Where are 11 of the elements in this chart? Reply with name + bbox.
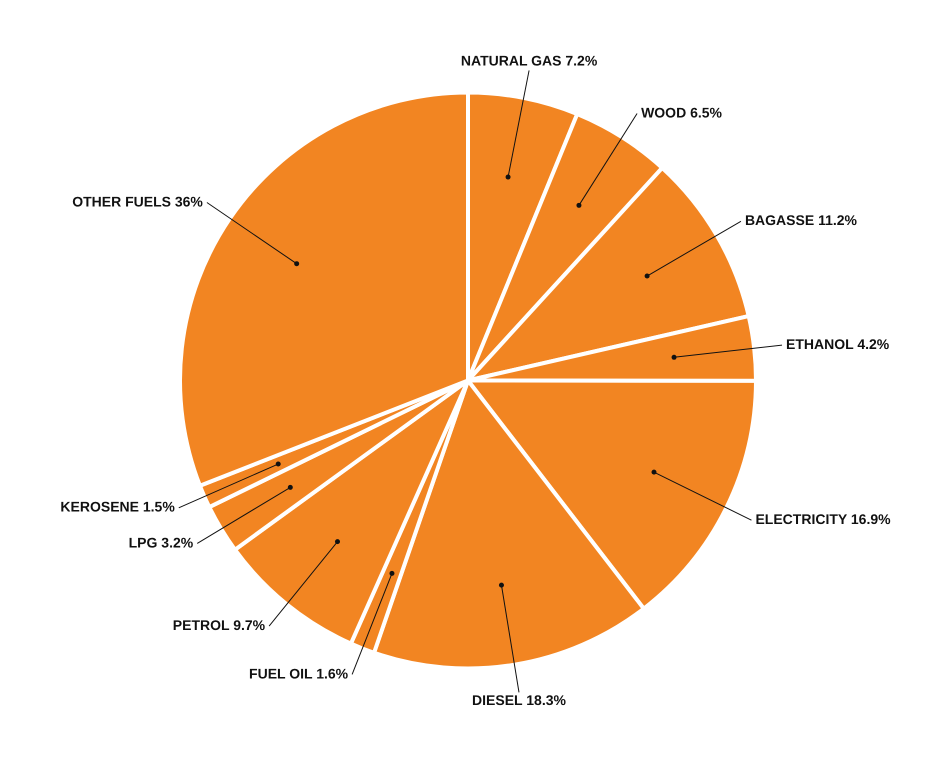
slice-label: LPG 3.2% xyxy=(128,534,194,550)
slice-label: NATURAL GAS 7.2% xyxy=(460,52,598,68)
slice-label: FUEL OIL 1.6% xyxy=(249,665,349,682)
slice-label: WOOD 6.5% xyxy=(641,104,723,120)
slice-label: ELECTRICITY 16.9% xyxy=(755,511,892,528)
slice-label: OTHER FUELS 36% xyxy=(72,193,204,210)
slice-label: ETHANOL 4.2% xyxy=(786,336,890,352)
slice-label: DIESEL 18.3% xyxy=(472,692,566,708)
slice-label: BAGASSE 11.2% xyxy=(744,212,858,228)
slice-label: KEROSENE 1.5% xyxy=(60,498,176,515)
slice-label: PETROL 9.7% xyxy=(172,616,266,633)
